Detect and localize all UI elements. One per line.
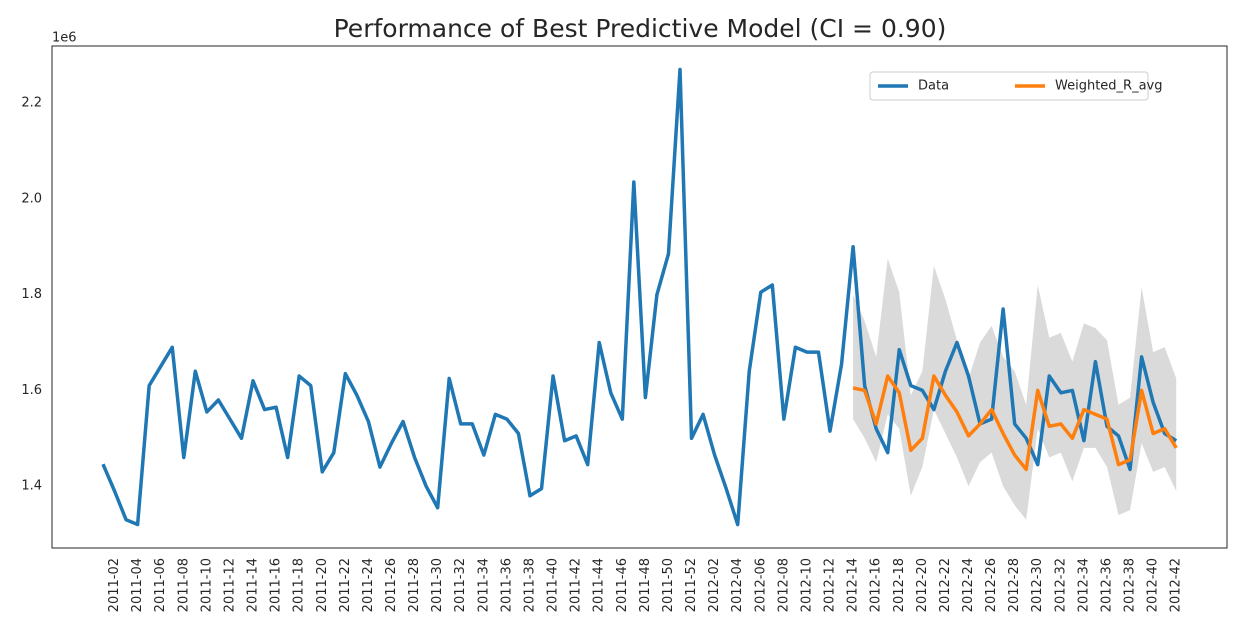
x-tick-label: 2012-26 <box>984 558 999 612</box>
x-tick-label: 2012-16 <box>869 558 884 612</box>
x-tick-label: 2011-30 <box>430 558 445 612</box>
x-tick-label: 2012-34 <box>1076 558 1091 612</box>
x-tick-label: 2012-36 <box>1099 558 1114 612</box>
x-tick-label: 2011-06 <box>153 558 168 612</box>
x-tick-label: 2011-42 <box>569 558 584 612</box>
x-tick-label: 2012-14 <box>846 558 861 612</box>
x-tick-label: 2012-42 <box>1169 558 1184 612</box>
x-tick-label: 2011-40 <box>546 558 561 612</box>
x-tick-label: 2012-38 <box>1123 558 1138 612</box>
x-tick-label: 2012-24 <box>961 558 976 612</box>
y-offset-label: 1e6 <box>52 31 77 46</box>
plot-frame <box>51 45 1228 549</box>
x-tick-label: 2011-12 <box>222 558 237 612</box>
x-tick-label: 2011-14 <box>246 558 261 612</box>
x-tick-label: 2011-34 <box>476 558 491 612</box>
x-tick-label: 2011-28 <box>407 558 422 612</box>
x-tick-label: 2011-50 <box>661 558 676 612</box>
x-tick-label: 2012-10 <box>799 558 814 612</box>
x-tick-label: 2012-06 <box>753 558 768 612</box>
y-tick-label: 2.2 <box>21 96 42 111</box>
y-tick-label: 1.4 <box>21 479 42 494</box>
chart-title: Performance of Best Predictive Model (CI… <box>334 14 947 43</box>
x-tick-label: 2012-32 <box>1053 558 1068 612</box>
x-tick-label: 2011-04 <box>130 558 145 612</box>
x-tick-label: 2012-12 <box>823 558 838 612</box>
x-tick-label: 2011-32 <box>453 558 468 612</box>
x-tick-label: 2011-08 <box>176 558 191 612</box>
x-tick-label: 2012-18 <box>892 558 907 612</box>
x-tick-label: 2011-26 <box>384 558 399 612</box>
x-tick-label: 2011-48 <box>638 558 653 612</box>
x-tick-label: 2012-30 <box>1030 558 1045 612</box>
legend: Data Weighted_R_avg <box>869 71 1163 101</box>
x-tick-label: 2011-16 <box>269 558 284 612</box>
x-tick-label: 2012-20 <box>915 558 930 612</box>
legend-box <box>869 71 1149 101</box>
x-tick-label: 2011-36 <box>499 558 514 612</box>
x-tick-label: 2012-04 <box>730 558 745 612</box>
x-tick-label: 2012-02 <box>707 558 722 612</box>
x-tick-label: 2012-40 <box>1146 558 1161 612</box>
x-tick-label: 2011-18 <box>292 558 307 612</box>
x-tick-label: 2011-44 <box>592 558 607 612</box>
y-tick-label: 2.0 <box>21 191 42 206</box>
x-tick-label: 2012-22 <box>938 558 953 612</box>
y-tick-label: 1.8 <box>21 287 42 302</box>
x-tick-label: 2011-20 <box>315 558 330 612</box>
x-tick-label: 2011-22 <box>338 558 353 612</box>
x-tick-label: 2012-28 <box>1007 558 1022 612</box>
x-tick-label: 2012-08 <box>776 558 791 612</box>
x-tick-label: 2011-02 <box>107 558 122 612</box>
data-line <box>852 374 1178 472</box>
x-tick-label: 2011-46 <box>615 558 630 612</box>
y-tick-label: 1.6 <box>21 383 42 398</box>
data-line <box>101 67 1178 527</box>
x-tick-label: 2011-52 <box>684 558 699 612</box>
confidence-band <box>853 258 1177 520</box>
legend-label: Data <box>918 79 949 94</box>
legend-label: Weighted_R_avg <box>1055 79 1163 94</box>
x-tick-label: 2011-24 <box>361 558 376 612</box>
x-tick-label: 2011-38 <box>522 558 537 612</box>
x-tick-label: 2011-10 <box>199 558 214 612</box>
